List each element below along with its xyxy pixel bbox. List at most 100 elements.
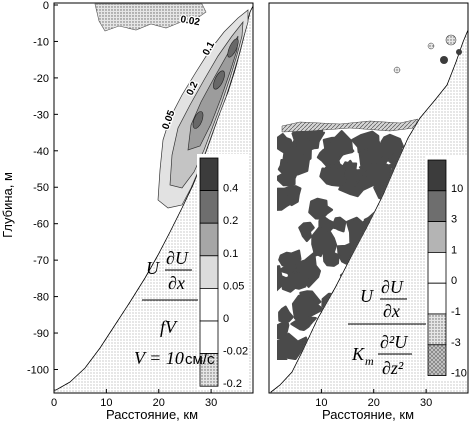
x-axis-label: Расстояние, км bbox=[322, 407, 414, 422]
right-axes: 10 20 30 bbox=[315, 389, 432, 409]
dark-patch bbox=[277, 332, 301, 360]
dark-patch bbox=[277, 265, 291, 293]
y-tick-label: -30 bbox=[33, 109, 49, 121]
small-patch bbox=[393, 66, 401, 74]
colorbar-swatch bbox=[199, 190, 219, 224]
colorbar-label: 10 bbox=[451, 183, 463, 195]
dark-patch bbox=[319, 164, 345, 187]
dark-patch bbox=[295, 251, 321, 288]
y-tick-label: -10 bbox=[33, 36, 49, 48]
y-tick-label: -60 bbox=[33, 219, 49, 231]
y-tick-label: -70 bbox=[33, 255, 49, 267]
x-tick-label: 30 bbox=[205, 397, 217, 409]
formula-factor: U bbox=[360, 286, 374, 306]
y-tick-label: -50 bbox=[33, 182, 49, 194]
colorbar-swatch bbox=[427, 159, 447, 192]
colorbar-label: 0.4 bbox=[223, 183, 238, 195]
colorbar-label: -0.02 bbox=[223, 346, 248, 358]
contour-label: 0.02 bbox=[179, 14, 201, 28]
velocity-value: V = 10 bbox=[134, 348, 184, 368]
dark-patch bbox=[278, 249, 302, 269]
dark-patch bbox=[322, 251, 341, 267]
dark-patch bbox=[311, 225, 338, 257]
y-tick-label: -40 bbox=[33, 146, 49, 158]
contour-region-02 bbox=[192, 111, 204, 129]
colorbar-swatch bbox=[427, 221, 447, 253]
dark-patch bbox=[277, 319, 290, 340]
x-tick-label: 10 bbox=[315, 397, 327, 409]
colorbar-label: 0 bbox=[223, 313, 229, 325]
dark-patch bbox=[277, 187, 298, 211]
colorbar-label: -1 bbox=[451, 306, 461, 318]
colorbar-label: -10 bbox=[451, 368, 467, 380]
colorbar-swatch bbox=[199, 157, 219, 191]
contour-region-02 bbox=[213, 70, 225, 90]
x-axis-label: Расстояние, км bbox=[106, 407, 198, 422]
right-plot-frame bbox=[268, 2, 469, 394]
y-tick-label: -20 bbox=[33, 73, 49, 85]
negative-region-patch bbox=[94, 3, 207, 32]
formula-factor: U bbox=[146, 258, 160, 278]
colorbar-swatch bbox=[427, 344, 447, 376]
x-tick-label: 10 bbox=[100, 397, 112, 409]
dark-patch bbox=[277, 166, 300, 187]
left-axes: 0 10 20 30 0 -10 -20 -30 -40 -50 -60 -70 -80 -90 -100 bbox=[27, 0, 217, 409]
colorbar-swatch bbox=[199, 222, 219, 257]
formula-denominator: fV bbox=[160, 317, 178, 337]
y-tick-label: -100 bbox=[27, 364, 49, 376]
velocity-unit: см/с bbox=[185, 351, 215, 368]
formula-derivative-denominator: ∂x bbox=[168, 273, 185, 293]
colorbar-label: 3 bbox=[451, 214, 457, 226]
colorbar-label: -0.2 bbox=[223, 378, 242, 390]
formula-second-derivative-numerator: ∂²U bbox=[380, 332, 408, 352]
colorbar-swatch bbox=[199, 320, 219, 354]
colorbar-swatch bbox=[427, 190, 447, 223]
x-tick-label: 20 bbox=[368, 397, 380, 409]
formula-derivative-numerator: ∂U bbox=[381, 277, 404, 297]
formula: U ∂U ∂x fV V = 10 см/с bbox=[134, 248, 215, 368]
dark-patch bbox=[318, 215, 335, 232]
dark-patch bbox=[367, 137, 388, 158]
formula: U ∂U ∂x K m ∂²U ∂z² bbox=[348, 277, 426, 378]
y-tick-label: -80 bbox=[33, 292, 49, 304]
formula-den-subscript: m bbox=[365, 354, 374, 368]
colorbar-swatch bbox=[427, 313, 447, 346]
left-panel: 0.02 0.1 0.2 0.05 0.4 0.2 0.1 0.05 0 -0.02 -0.… bbox=[54, 3, 253, 393]
colorbar-swatch bbox=[199, 255, 219, 289]
colorbar: 0.4 0.2 0.1 0.05 0 -0.02 -0.2 bbox=[199, 157, 248, 390]
x-tick-label: 30 bbox=[420, 397, 432, 409]
dark-patch bbox=[289, 272, 311, 290]
colorbar-label: -3 bbox=[451, 337, 461, 349]
colorbar-label: 0.05 bbox=[223, 280, 244, 292]
dark-patch bbox=[298, 221, 315, 243]
small-patch bbox=[456, 49, 462, 55]
small-patch bbox=[440, 56, 448, 64]
dark-patch bbox=[290, 314, 317, 331]
small-patch bbox=[445, 34, 457, 46]
left-plot-frame bbox=[53, 2, 254, 394]
colorbar-label: 1 bbox=[451, 244, 457, 256]
y-tick-label: 0 bbox=[43, 0, 49, 12]
y-tick-label: -90 bbox=[33, 328, 49, 340]
formula-derivative-denominator: ∂x bbox=[383, 301, 400, 321]
y-axis-label: Глубина, м bbox=[0, 172, 15, 238]
colorbar-swatch bbox=[427, 251, 447, 284]
colorbar-label: 0 bbox=[451, 275, 457, 287]
colorbar-label: 0.2 bbox=[223, 215, 238, 227]
colorbar-swatch bbox=[199, 353, 219, 387]
small-patch bbox=[427, 42, 435, 50]
formula-den-factor: K bbox=[351, 344, 365, 364]
contour-region-02 bbox=[227, 38, 239, 58]
dark-patch bbox=[323, 130, 354, 165]
colorbar-label: 0.1 bbox=[223, 248, 238, 260]
dark-patch bbox=[278, 305, 294, 323]
colorbar-swatch bbox=[199, 287, 219, 322]
formula-derivative-numerator: ∂U bbox=[166, 248, 189, 268]
x-tick-label: 0 bbox=[51, 397, 57, 409]
x-tick-label: 20 bbox=[153, 397, 165, 409]
formula-second-derivative-denominator: ∂z² bbox=[382, 358, 404, 378]
colorbar-swatch bbox=[427, 282, 447, 315]
